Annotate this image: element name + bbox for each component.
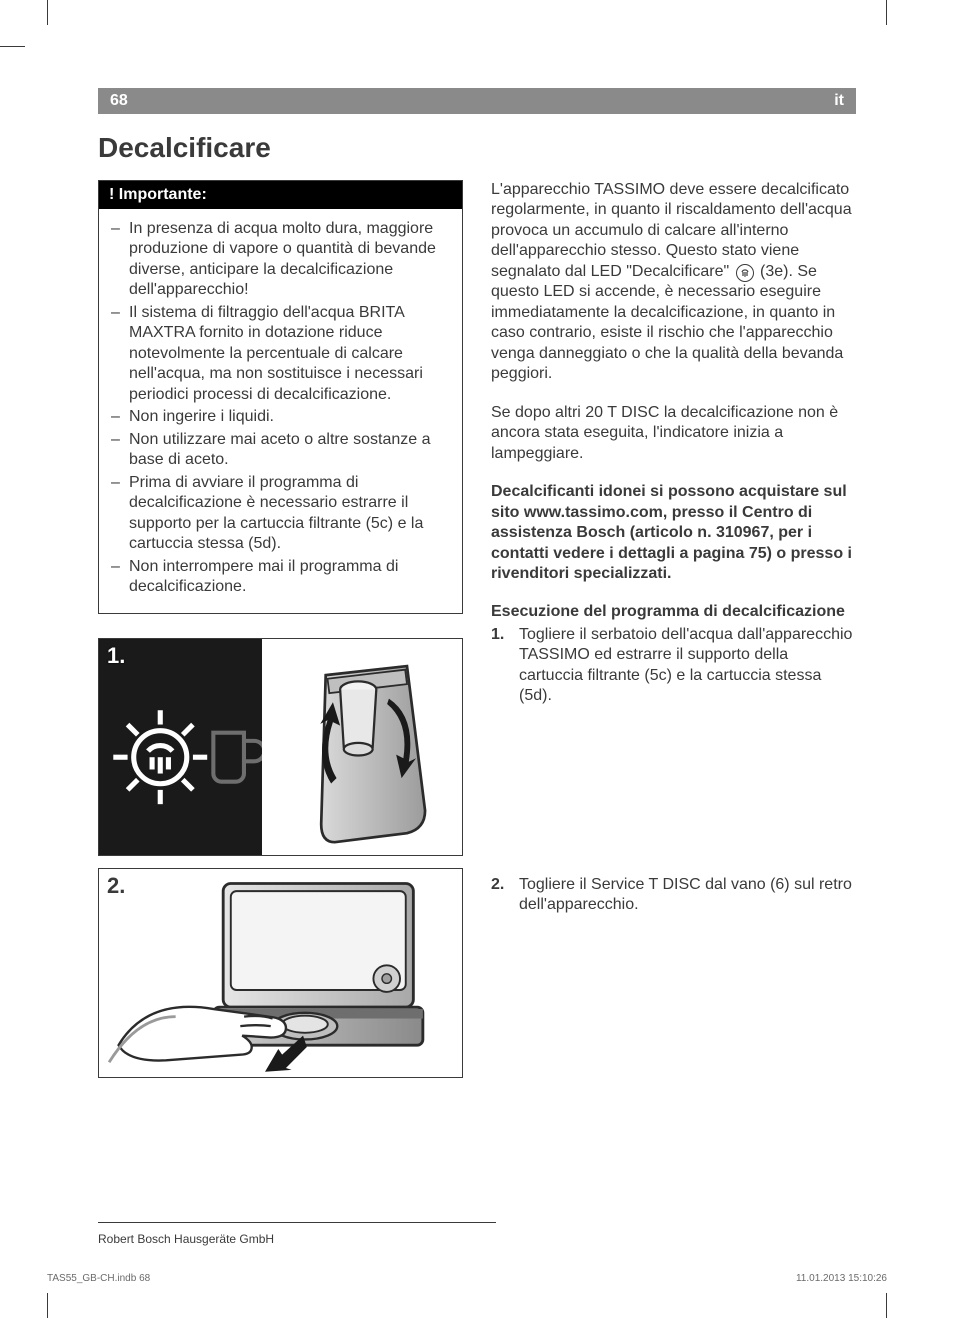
step-1-text: Togliere il serbatoio dell'acqua dall'ap… [519,626,852,704]
figure-2-label: 2. [107,873,125,899]
footer-company: Robert Bosch Hausgeräte GmbH [98,1232,274,1246]
steps-heading: Esecuzione del programma di decalcificaz… [491,602,856,622]
step-1-number: 1. [491,625,504,645]
purchase-info-bold: Decalcificanti idonei si possono acquist… [491,482,856,584]
important-item: In presenza di acqua molto dura, maggior… [109,219,452,301]
print-meta-file: TAS55_GB-CH.indb 68 [47,1273,150,1284]
page-header: 68 it [98,88,856,114]
important-body: In presenza di acqua molto dura, maggior… [99,209,462,613]
figure-1-tank-panel [262,639,462,855]
important-box: ! Importante: In presenza di acqua molto… [98,180,463,614]
important-item: Il sistema di filtraggio dell'acqua BRIT… [109,303,452,405]
figure-1: 1. [98,638,463,856]
important-heading: ! Importante: [99,181,462,209]
step-2-number: 2. [491,875,504,895]
important-item: Non utilizzare mai aceto o altre sostanz… [109,430,452,471]
important-item: Non ingerire i liquidi. [109,407,452,427]
figure-1-label: 1. [107,643,125,669]
important-item: Non interrompere mai il programma di dec… [109,557,452,598]
figure-1-led-panel [99,639,262,855]
crop-mark [886,1293,887,1318]
step-1: 1. Togliere il serbatoio dell'acqua dall… [491,625,856,707]
right-column: L'apparecchio TASSIMO deve essere decalc… [491,180,856,1078]
crop-mark [886,0,887,25]
page-number: 68 [110,92,128,110]
crop-mark [47,1293,48,1318]
content-area: 68 it Decalcificare ! Importante: In pre… [98,88,856,1248]
service-disc-illustration [106,874,454,1074]
crop-mark [0,46,25,47]
print-meta-timestamp: 11.01.2013 15:10:26 [796,1273,887,1284]
paragraph-2: Se dopo altri 20 T DISC la decalcificazi… [491,403,856,464]
intro-paragraph: L'apparecchio TASSIMO deve essere decalc… [491,180,856,385]
led-blink-icon [99,639,262,855]
intro-text-b: (3e). Se questo LED si accende, è necess… [491,263,843,382]
page-title: Decalcificare [98,132,856,164]
footer-rule [98,1222,496,1223]
crop-mark [47,0,48,25]
figure-2: 2. [98,868,463,1078]
manual-page: 68 it Decalcificare ! Importante: In pre… [0,0,954,1318]
important-item: Prima di avviare il programma di decalci… [109,473,452,555]
two-column-layout: ! Importante: In presenza di acqua molto… [98,180,856,1078]
left-column: ! Importante: In presenza di acqua molto… [98,180,463,1078]
step-2-text: Togliere il Service T DISC dal vano (6) … [519,876,852,913]
descale-led-icon [736,264,754,282]
important-list: In presenza di acqua molto dura, maggior… [109,219,452,597]
steps-list: 1. Togliere il serbatoio dell'acqua dall… [491,625,856,916]
water-tank-illustration [270,648,454,847]
language-code: it [834,92,844,110]
step-2: 2. Togliere il Service T DISC dal vano (… [491,875,856,916]
